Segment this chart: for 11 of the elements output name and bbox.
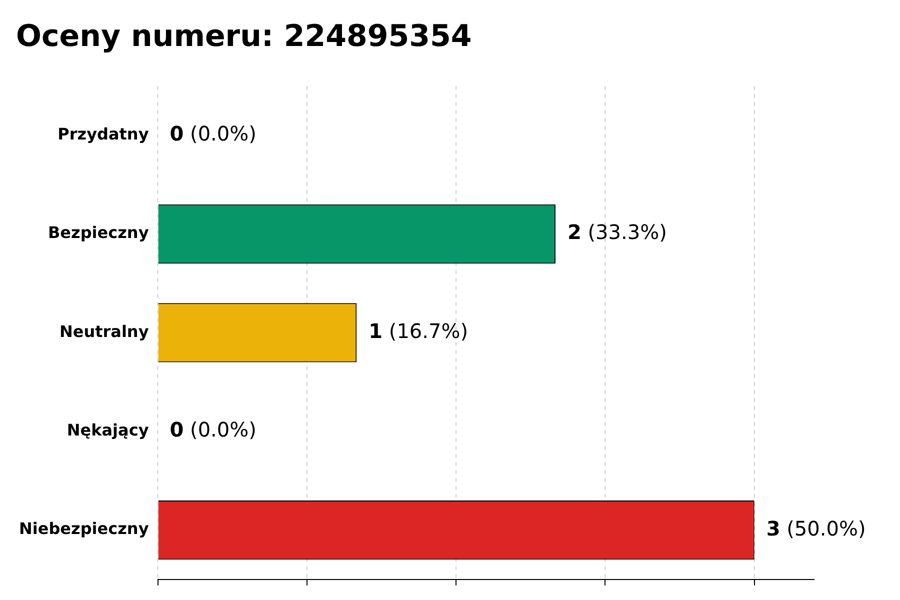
y-tick-label: Nękający [66, 420, 150, 440]
y-tick-label: Neutralny [59, 322, 150, 341]
chart-title: Oceny numeru: 224895354 [16, 18, 472, 54]
y-tick-label: Przydatny [58, 124, 150, 144]
y-tick-label: Niebezpieczny [19, 519, 150, 538]
data-label: 0 (0.0%) [170, 418, 256, 442]
data-label: 1 (16.7%) [368, 318, 468, 343]
y-tick-label: Bezpieczny [48, 223, 150, 242]
data-label: 3 (50.0%) [766, 516, 866, 540]
data-label: 2 (33.3%) [567, 220, 667, 244]
data-label: 0 (0.0%) [170, 122, 256, 146]
